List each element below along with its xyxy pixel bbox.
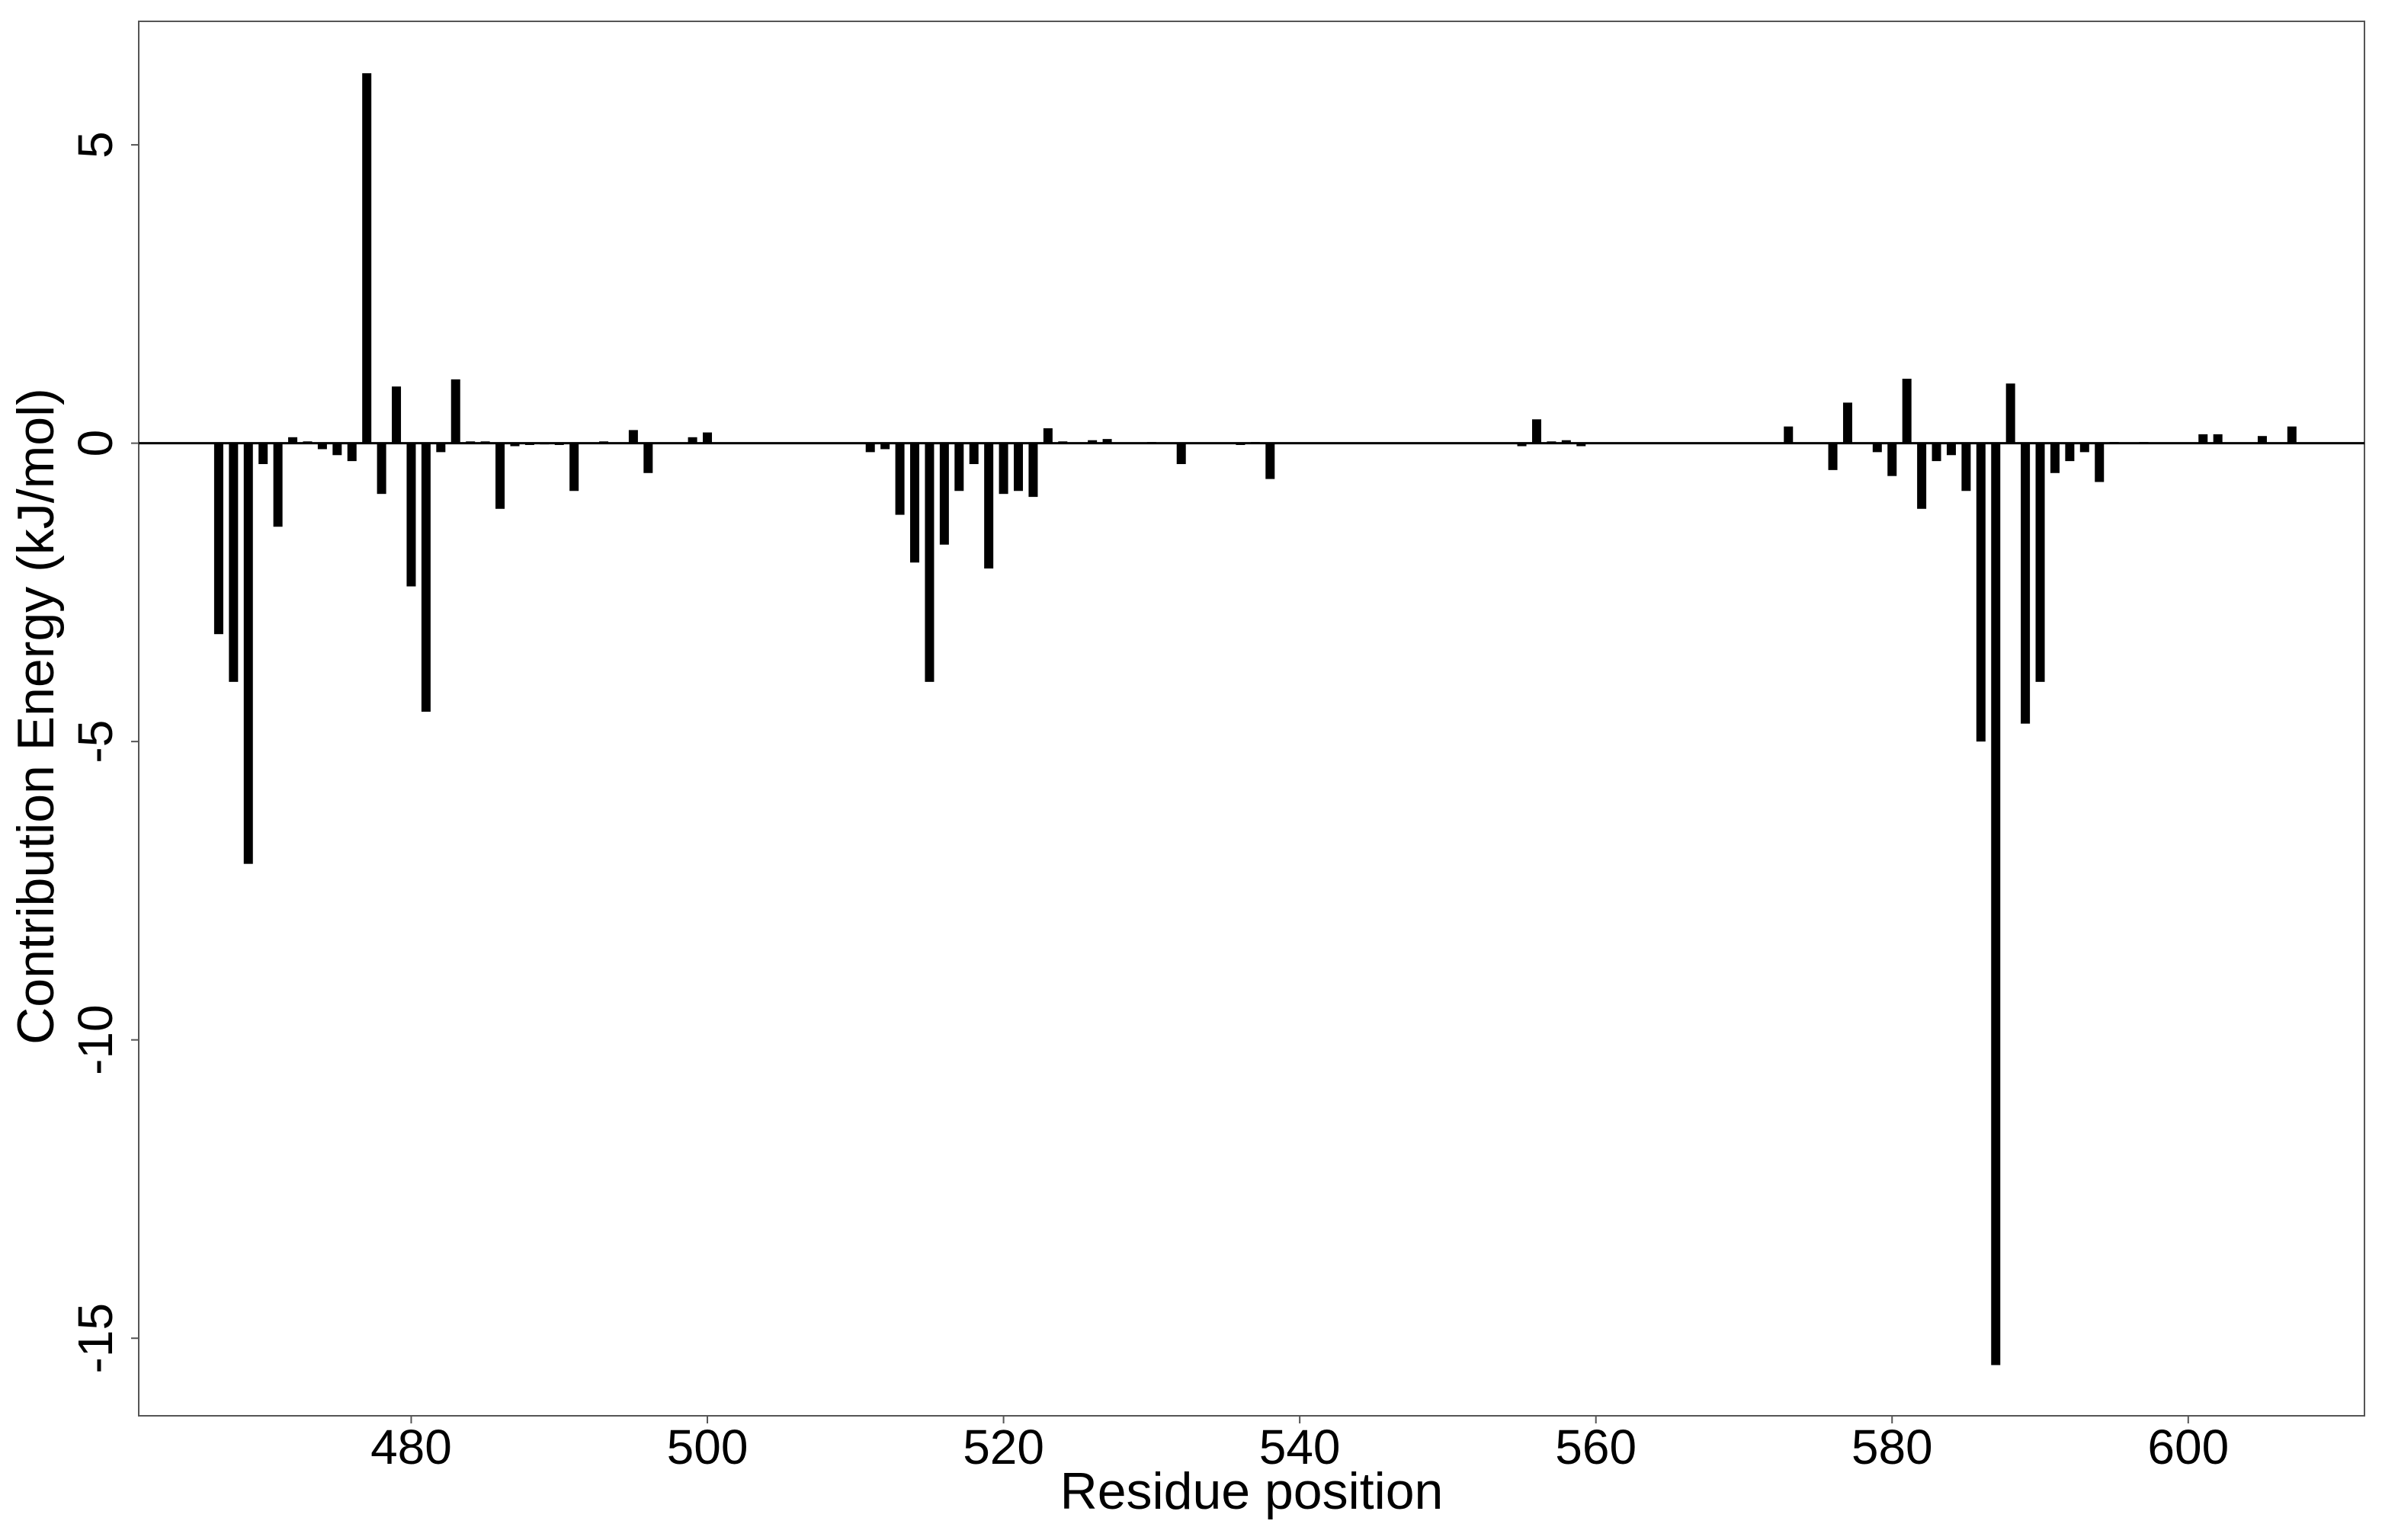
- bar: [925, 443, 935, 682]
- bar: [317, 443, 327, 450]
- bar: [880, 443, 890, 450]
- bar: [984, 443, 994, 569]
- bar: [229, 443, 239, 682]
- bar: [1102, 439, 1112, 443]
- bar: [1531, 419, 1541, 443]
- bar: [1146, 442, 1156, 443]
- bar: [1058, 441, 1068, 443]
- bar: [1561, 440, 1571, 443]
- x-tick-label: 560: [1555, 1420, 1637, 1474]
- bar: [2035, 443, 2045, 682]
- bar: [450, 379, 460, 443]
- bar: [1236, 443, 1246, 445]
- bar: [1946, 443, 1956, 456]
- bar: [332, 443, 342, 456]
- bar: [1517, 443, 1527, 447]
- bar: [910, 443, 920, 563]
- bar: [1828, 443, 1838, 470]
- bar: [1887, 443, 1897, 476]
- bar: [1043, 428, 1053, 443]
- bar: [243, 443, 253, 864]
- bar: [1976, 443, 1986, 742]
- bar: [2079, 443, 2089, 453]
- bar: [406, 443, 416, 587]
- bar: [2021, 443, 2031, 724]
- bar: [1250, 442, 1260, 443]
- bar: [347, 443, 357, 462]
- bar: [2065, 443, 2075, 462]
- y-tick-label: -15: [68, 1303, 123, 1374]
- x-tick-label: 480: [370, 1420, 452, 1474]
- plot-frame: [138, 21, 2365, 1417]
- bar: [258, 443, 268, 465]
- bar: [688, 437, 697, 443]
- bar: [495, 443, 505, 509]
- bar: [480, 441, 490, 443]
- bar: [2287, 426, 2297, 443]
- bar: [2109, 442, 2119, 443]
- x-tick-label: 500: [667, 1420, 749, 1474]
- bar: [554, 443, 564, 445]
- x-tick-label: 540: [1259, 1420, 1341, 1474]
- bar: [377, 443, 386, 495]
- bar: [895, 443, 905, 515]
- bar: [1784, 426, 1794, 443]
- bar: [1991, 443, 2001, 1366]
- bar: [1917, 443, 1927, 509]
- bar: [999, 443, 1008, 495]
- bar: [628, 430, 638, 443]
- bar: [524, 443, 534, 445]
- y-tick-label: -5: [68, 720, 123, 764]
- bar: [362, 73, 372, 443]
- bar: [2050, 443, 2060, 473]
- bar: [1547, 441, 1556, 443]
- bar: [436, 443, 446, 453]
- x-axis-label: Residue position: [1060, 1462, 1444, 1520]
- bar: [954, 443, 964, 491]
- x-tick-label: 580: [1851, 1420, 1933, 1474]
- bar: [1176, 443, 1186, 465]
- bar: [1902, 379, 1912, 443]
- y-tick-label: 0: [68, 430, 123, 457]
- bar: [1872, 443, 1882, 453]
- bar: [1932, 443, 1941, 462]
- x-tick-label: 520: [963, 1420, 1044, 1474]
- y-tick-label: -10: [68, 1004, 123, 1075]
- bar: [510, 443, 520, 447]
- bar: [2198, 434, 2208, 443]
- bar: [392, 386, 402, 443]
- bar: [865, 443, 875, 453]
- bar: [2095, 443, 2105, 482]
- bar: [288, 437, 298, 443]
- y-axis-label: Contribution Energy (kJ/mol): [7, 388, 65, 1045]
- bar: [2213, 434, 2223, 443]
- bar: [303, 441, 313, 443]
- bar: [969, 443, 979, 465]
- bar: [1028, 443, 1038, 498]
- bar: [273, 443, 283, 527]
- bar: [939, 443, 949, 545]
- bar: [1961, 443, 1971, 491]
- y-tick-label: 5: [68, 131, 123, 158]
- bar: [2257, 436, 2267, 443]
- bar: [421, 443, 431, 712]
- x-tick-label: 600: [2147, 1420, 2229, 1474]
- bar: [599, 441, 609, 443]
- bar: [1576, 443, 1586, 447]
- bar: [569, 443, 579, 491]
- bar: [213, 443, 223, 635]
- bar: [2139, 442, 2149, 443]
- bar: [466, 441, 476, 443]
- bar: [1014, 443, 1024, 491]
- bar: [1842, 402, 1852, 443]
- bar: [1265, 443, 1275, 479]
- bar: [1088, 440, 1098, 443]
- bar: [703, 432, 713, 443]
- bar: [2005, 383, 2015, 443]
- bar: [540, 443, 550, 445]
- bar: [643, 443, 653, 473]
